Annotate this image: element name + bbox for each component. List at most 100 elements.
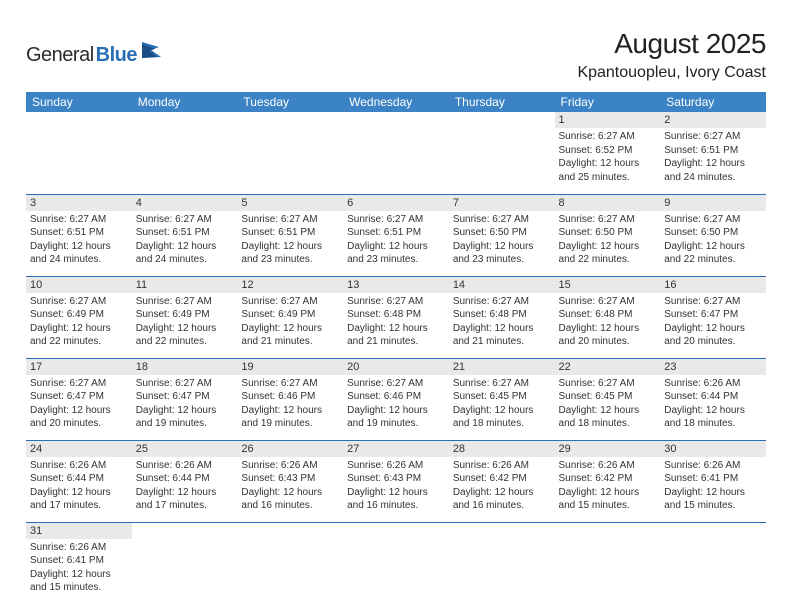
day-details: Sunrise: 6:26 AMSunset: 6:43 PMDaylight:… [343,457,449,517]
calendar-cell: 20Sunrise: 6:27 AMSunset: 6:46 PMDayligh… [343,358,449,440]
calendar-row: 24Sunrise: 6:26 AMSunset: 6:44 PMDayligh… [26,440,766,522]
day-details: Sunrise: 6:27 AMSunset: 6:45 PMDaylight:… [449,375,555,435]
calendar-cell-empty [237,112,343,194]
calendar-cell: 17Sunrise: 6:27 AMSunset: 6:47 PMDayligh… [26,358,132,440]
calendar-cell-empty [343,522,449,604]
day-details: Sunrise: 6:27 AMSunset: 6:51 PMDaylight:… [660,128,766,188]
day-number: 22 [555,359,661,375]
day-details: Sunrise: 6:27 AMSunset: 6:49 PMDaylight:… [237,293,343,353]
calendar-cell: 8Sunrise: 6:27 AMSunset: 6:50 PMDaylight… [555,194,661,276]
day-details: Sunrise: 6:27 AMSunset: 6:51 PMDaylight:… [343,211,449,271]
day-number: 14 [449,277,555,293]
calendar-cell-empty [132,112,238,194]
calendar-cell: 6Sunrise: 6:27 AMSunset: 6:51 PMDaylight… [343,194,449,276]
calendar-cell: 1Sunrise: 6:27 AMSunset: 6:52 PMDaylight… [555,112,661,194]
day-number: 24 [26,441,132,457]
calendar-cell: 19Sunrise: 6:27 AMSunset: 6:46 PMDayligh… [237,358,343,440]
day-details: Sunrise: 6:26 AMSunset: 6:43 PMDaylight:… [237,457,343,517]
day-number: 20 [343,359,449,375]
day-details: Sunrise: 6:27 AMSunset: 6:47 PMDaylight:… [660,293,766,353]
day-details: Sunrise: 6:27 AMSunset: 6:50 PMDaylight:… [449,211,555,271]
day-number: 17 [26,359,132,375]
calendar-cell: 22Sunrise: 6:27 AMSunset: 6:45 PMDayligh… [555,358,661,440]
day-details: Sunrise: 6:26 AMSunset: 6:42 PMDaylight:… [555,457,661,517]
brand-name-2: Blue [96,44,137,67]
weekday-header: Wednesday [343,92,449,112]
calendar-cell-empty [449,112,555,194]
day-number: 15 [555,277,661,293]
calendar-cell: 5Sunrise: 6:27 AMSunset: 6:51 PMDaylight… [237,194,343,276]
day-details: Sunrise: 6:27 AMSunset: 6:49 PMDaylight:… [26,293,132,353]
day-number: 30 [660,441,766,457]
day-details: Sunrise: 6:27 AMSunset: 6:51 PMDaylight:… [132,211,238,271]
day-details: Sunrise: 6:27 AMSunset: 6:51 PMDaylight:… [237,211,343,271]
day-details: Sunrise: 6:27 AMSunset: 6:50 PMDaylight:… [660,211,766,271]
day-number: 18 [132,359,238,375]
day-number: 11 [132,277,238,293]
calendar-cell: 30Sunrise: 6:26 AMSunset: 6:41 PMDayligh… [660,440,766,522]
day-details: Sunrise: 6:27 AMSunset: 6:45 PMDaylight:… [555,375,661,435]
calendar-cell: 14Sunrise: 6:27 AMSunset: 6:48 PMDayligh… [449,276,555,358]
day-details: Sunrise: 6:27 AMSunset: 6:51 PMDaylight:… [26,211,132,271]
calendar-cell-empty [237,522,343,604]
calendar-header-row: SundayMondayTuesdayWednesdayThursdayFrid… [26,92,766,112]
calendar-row: 1Sunrise: 6:27 AMSunset: 6:52 PMDaylight… [26,112,766,194]
day-number: 1 [555,112,661,128]
weekday-header: Saturday [660,92,766,112]
weekday-header: Monday [132,92,238,112]
day-number: 13 [343,277,449,293]
day-number: 12 [237,277,343,293]
calendar-cell: 24Sunrise: 6:26 AMSunset: 6:44 PMDayligh… [26,440,132,522]
calendar-cell: 21Sunrise: 6:27 AMSunset: 6:45 PMDayligh… [449,358,555,440]
calendar-cell: 10Sunrise: 6:27 AMSunset: 6:49 PMDayligh… [26,276,132,358]
brand-logo: GeneralBlue [26,28,167,67]
calendar-cell: 11Sunrise: 6:27 AMSunset: 6:49 PMDayligh… [132,276,238,358]
day-details: Sunrise: 6:27 AMSunset: 6:49 PMDaylight:… [132,293,238,353]
calendar-cell: 28Sunrise: 6:26 AMSunset: 6:42 PMDayligh… [449,440,555,522]
day-number: 5 [237,195,343,211]
calendar-cell: 18Sunrise: 6:27 AMSunset: 6:47 PMDayligh… [132,358,238,440]
day-details: Sunrise: 6:27 AMSunset: 6:47 PMDaylight:… [26,375,132,435]
calendar-cell: 9Sunrise: 6:27 AMSunset: 6:50 PMDaylight… [660,194,766,276]
day-number: 23 [660,359,766,375]
day-details: Sunrise: 6:27 AMSunset: 6:50 PMDaylight:… [555,211,661,271]
calendar-body: 1Sunrise: 6:27 AMSunset: 6:52 PMDaylight… [26,112,766,604]
calendar-cell-empty [343,112,449,194]
day-details: Sunrise: 6:26 AMSunset: 6:42 PMDaylight:… [449,457,555,517]
day-number: 7 [449,195,555,211]
calendar-row: 3Sunrise: 6:27 AMSunset: 6:51 PMDaylight… [26,194,766,276]
page-header: GeneralBlue August 2025 Kpantouopleu, Iv… [26,28,766,82]
day-number: 25 [132,441,238,457]
calendar-cell: 23Sunrise: 6:26 AMSunset: 6:44 PMDayligh… [660,358,766,440]
day-details: Sunrise: 6:27 AMSunset: 6:48 PMDaylight:… [555,293,661,353]
weekday-header: Sunday [26,92,132,112]
calendar-row: 10Sunrise: 6:27 AMSunset: 6:49 PMDayligh… [26,276,766,358]
day-number: 29 [555,441,661,457]
day-details: Sunrise: 6:27 AMSunset: 6:46 PMDaylight:… [237,375,343,435]
brand-name-1: General [26,44,94,67]
day-number: 10 [26,277,132,293]
calendar-cell: 7Sunrise: 6:27 AMSunset: 6:50 PMDaylight… [449,194,555,276]
title-block: August 2025 Kpantouopleu, Ivory Coast [577,28,766,82]
calendar-cell: 4Sunrise: 6:27 AMSunset: 6:51 PMDaylight… [132,194,238,276]
day-details: Sunrise: 6:26 AMSunset: 6:41 PMDaylight:… [26,539,132,599]
calendar-cell: 31Sunrise: 6:26 AMSunset: 6:41 PMDayligh… [26,522,132,604]
day-details: Sunrise: 6:27 AMSunset: 6:46 PMDaylight:… [343,375,449,435]
weekday-header: Tuesday [237,92,343,112]
day-details: Sunrise: 6:27 AMSunset: 6:47 PMDaylight:… [132,375,238,435]
weekday-header: Thursday [449,92,555,112]
calendar-cell-empty [449,522,555,604]
day-number: 27 [343,441,449,457]
calendar-cell: 13Sunrise: 6:27 AMSunset: 6:48 PMDayligh… [343,276,449,358]
location-text: Kpantouopleu, Ivory Coast [577,64,766,82]
calendar-table: SundayMondayTuesdayWednesdayThursdayFrid… [26,92,766,604]
flag-icon [141,41,167,64]
calendar-cell: 3Sunrise: 6:27 AMSunset: 6:51 PMDaylight… [26,194,132,276]
day-details: Sunrise: 6:27 AMSunset: 6:48 PMDaylight:… [449,293,555,353]
day-details: Sunrise: 6:26 AMSunset: 6:44 PMDaylight:… [26,457,132,517]
calendar-row: 31Sunrise: 6:26 AMSunset: 6:41 PMDayligh… [26,522,766,604]
calendar-cell: 25Sunrise: 6:26 AMSunset: 6:44 PMDayligh… [132,440,238,522]
day-number: 26 [237,441,343,457]
day-details: Sunrise: 6:26 AMSunset: 6:44 PMDaylight:… [132,457,238,517]
day-number: 6 [343,195,449,211]
